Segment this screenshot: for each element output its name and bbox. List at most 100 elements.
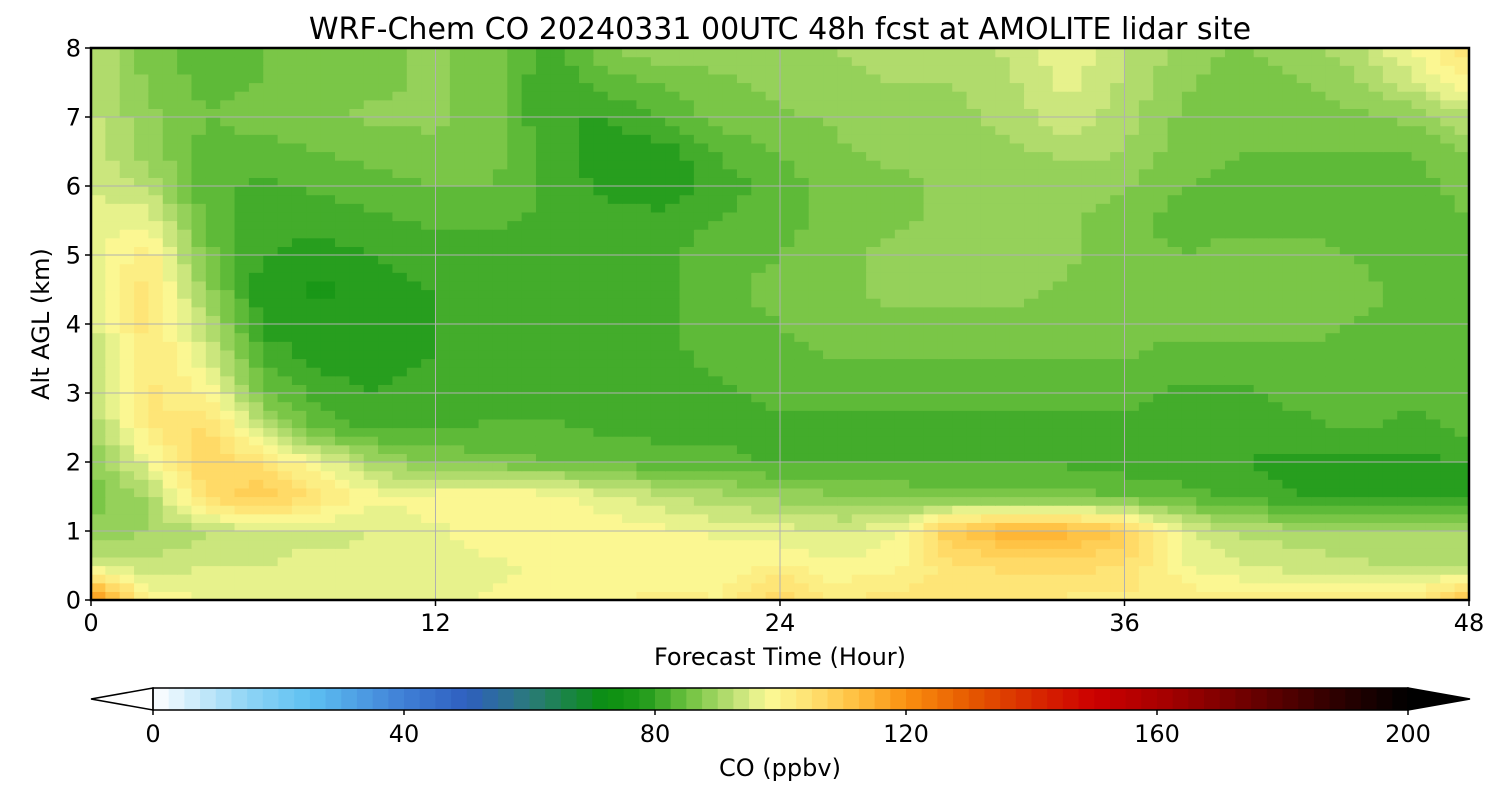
heatmap-cell — [909, 272, 925, 282]
heatmap-cell — [593, 289, 609, 299]
heatmap-cell — [363, 358, 379, 368]
heatmap-cell — [708, 574, 724, 584]
heatmap-cell — [751, 470, 767, 480]
heatmap-cell — [894, 574, 910, 584]
heatmap-cell — [234, 462, 250, 472]
heatmap-cell — [1296, 384, 1312, 394]
heatmap-cell — [1382, 462, 1398, 472]
heatmap-cell — [535, 151, 551, 161]
heatmap-cell — [650, 186, 666, 196]
heatmap-cell — [1124, 548, 1140, 558]
heatmap-cell — [1382, 203, 1398, 213]
heatmap-cell — [148, 324, 164, 334]
heatmap-cell — [177, 453, 193, 463]
heatmap-cell — [607, 298, 623, 308]
heatmap-cell — [665, 470, 681, 480]
heatmap-cell — [191, 246, 207, 256]
heatmap-cell — [679, 531, 695, 541]
heatmap-cell — [1210, 548, 1226, 558]
heatmap-cell — [622, 220, 638, 230]
heatmap-cell — [1024, 479, 1039, 489]
heatmap-cell — [535, 298, 551, 308]
heatmap-cell — [1354, 565, 1370, 575]
heatmap-cell — [320, 548, 336, 558]
heatmap-cell — [1268, 160, 1283, 170]
heatmap-cell — [220, 591, 236, 600]
heatmap-cell — [1038, 324, 1054, 334]
heatmap-cell — [1224, 531, 1240, 541]
heatmap-cell — [780, 384, 795, 394]
heatmap-cell — [622, 229, 638, 239]
heatmap-cell — [1095, 263, 1111, 273]
heatmap-cell — [636, 280, 652, 291]
heatmap-cell — [823, 358, 839, 368]
heatmap-cell — [1239, 160, 1255, 170]
heatmap-cell — [406, 358, 422, 368]
heatmap-cell — [392, 410, 408, 420]
heatmap-cell — [923, 358, 939, 368]
heatmap-cell — [306, 531, 322, 541]
heatmap-cell — [507, 341, 523, 351]
heatmap-cell — [248, 272, 264, 282]
heatmap-cell — [1095, 211, 1111, 222]
heatmap-cell — [1138, 229, 1154, 239]
heatmap-cell — [277, 246, 293, 256]
heatmap-cell — [937, 349, 953, 360]
heatmap-cell — [205, 168, 221, 178]
heatmap-cell — [1239, 401, 1255, 411]
heatmap-cell — [134, 513, 150, 523]
heatmap-cell — [722, 298, 738, 308]
heatmap-cell — [1009, 401, 1025, 411]
heatmap-cell — [579, 522, 594, 532]
heatmap-cell — [1368, 513, 1384, 523]
heatmap-cell — [650, 548, 666, 558]
heatmap-cell — [1382, 574, 1398, 584]
heatmap-cell — [607, 246, 623, 256]
heatmap-cell — [392, 315, 408, 325]
heatmap-cell — [1382, 436, 1398, 446]
heatmap-cell — [679, 522, 695, 532]
heatmap-cell — [607, 539, 623, 549]
heatmap-cell — [794, 410, 810, 420]
heatmap-cell — [148, 496, 164, 506]
heatmap-cell — [593, 522, 609, 532]
heatmap-cell — [1268, 384, 1283, 394]
heatmap-cell — [535, 211, 551, 222]
heatmap-cell — [306, 591, 322, 600]
heatmap-cell — [464, 418, 480, 429]
heatmap-cell — [1024, 315, 1039, 325]
heatmap-cell — [579, 375, 594, 385]
heatmap-cell — [1110, 332, 1126, 342]
heatmap-cell — [1440, 151, 1456, 161]
heatmap-cell — [808, 531, 824, 541]
heatmap-cell — [794, 444, 810, 454]
heatmap-cell — [248, 237, 264, 247]
heatmap-cell — [1038, 444, 1054, 454]
heatmap-cell — [435, 436, 451, 446]
heatmap-cell — [708, 401, 724, 411]
heatmap-cell — [579, 453, 594, 463]
heatmap-cell — [521, 203, 537, 213]
heatmap-cell — [1067, 539, 1083, 549]
heatmap-cell — [220, 289, 236, 299]
heatmap-cell — [980, 358, 996, 368]
heatmap-cell — [1124, 591, 1140, 600]
heatmap-cell — [722, 418, 738, 429]
heatmap-cell — [1411, 582, 1427, 592]
heatmap-cell — [823, 168, 839, 178]
heatmap-cell — [1024, 220, 1039, 230]
heatmap-cell — [937, 160, 953, 170]
heatmap-cell — [952, 505, 968, 515]
heatmap-cell — [665, 462, 681, 472]
heatmap-cell — [335, 289, 350, 299]
heatmap-cell — [478, 358, 494, 368]
heatmap-cell — [535, 289, 551, 299]
heatmap-cell — [306, 263, 322, 273]
heatmap-cell — [1167, 462, 1183, 472]
heatmap-cell — [435, 237, 451, 247]
heatmap-cell — [148, 479, 164, 489]
heatmap-cell — [1454, 272, 1469, 282]
heatmap-cell — [1181, 349, 1197, 360]
heatmap-cell — [320, 393, 336, 403]
heatmap-cell — [349, 384, 365, 394]
